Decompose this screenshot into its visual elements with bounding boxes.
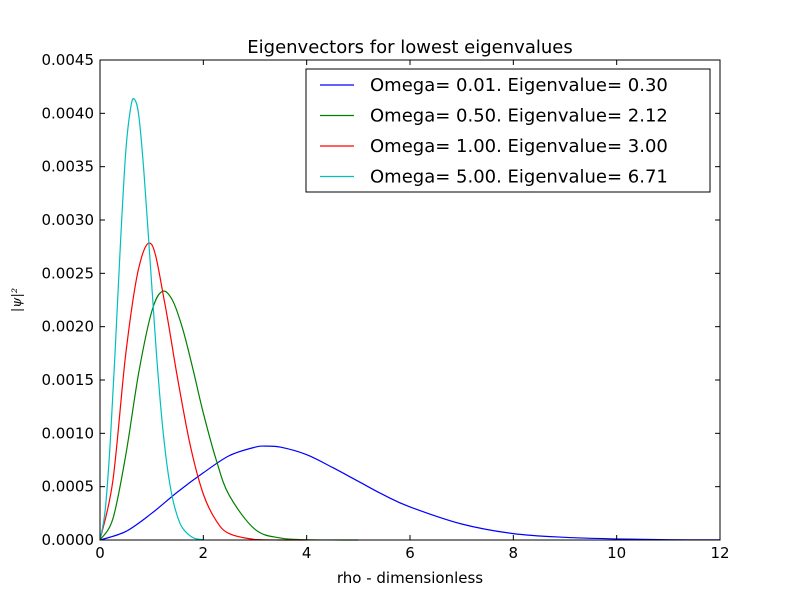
legend: Omega= 0.01. Eigenvalue= 0.30 Omega= 0.50… [305, 68, 711, 193]
legend-label-1: Omega= 0.01. Eigenvalue= 0.30 [370, 75, 668, 96]
y-tick-label: 0.0015 [42, 371, 95, 389]
y-axis-label: |ψ|² [10, 288, 25, 312]
y-tick-label: 0.0045 [42, 51, 95, 69]
y-tick-label: 0.0035 [42, 158, 95, 176]
x-tick-label: 12 [710, 544, 729, 562]
y-tick-label: 0.0020 [42, 318, 95, 336]
x-axis-label: rho - dimensionless [337, 569, 483, 587]
x-tick-label: 0 [95, 544, 105, 562]
x-tick-label: 8 [509, 544, 519, 562]
y-tick-label: 0.0030 [42, 211, 95, 229]
x-tick-label: 4 [302, 544, 312, 562]
y-tick-label: 0.0025 [42, 264, 95, 282]
legend-box [305, 68, 711, 193]
series-line-1 [99, 445, 721, 541]
y-tick-label: 0.0000 [42, 531, 95, 549]
series-line-4 [99, 97, 204, 541]
x-tick-label: 6 [405, 544, 415, 562]
x-tick-label: 2 [199, 544, 209, 562]
plot-area [99, 97, 721, 541]
series-line-3 [99, 242, 307, 541]
y-tick-label: 0.0040 [42, 104, 95, 122]
legend-label-3: Omega= 1.00. Eigenvalue= 3.00 [370, 136, 668, 157]
y-tick-label: 0.0005 [42, 478, 95, 496]
legend-label-4: Omega= 5.00. Eigenvalue= 6.71 [370, 167, 668, 188]
x-tick-label: 10 [607, 544, 626, 562]
y-tick-label: 0.0010 [42, 424, 95, 442]
chart-title: Eigenvectors for lowest eigenvalues [247, 37, 572, 58]
axis-ticks: 0 2 4 6 8 10 12 0.0000 0.0005 0.0010 0.0015 0.0020 0… [42, 51, 730, 562]
legend-label-2: Omega= 0.50. Eigenvalue= 2.12 [370, 106, 668, 127]
series-line-2 [99, 290, 359, 541]
